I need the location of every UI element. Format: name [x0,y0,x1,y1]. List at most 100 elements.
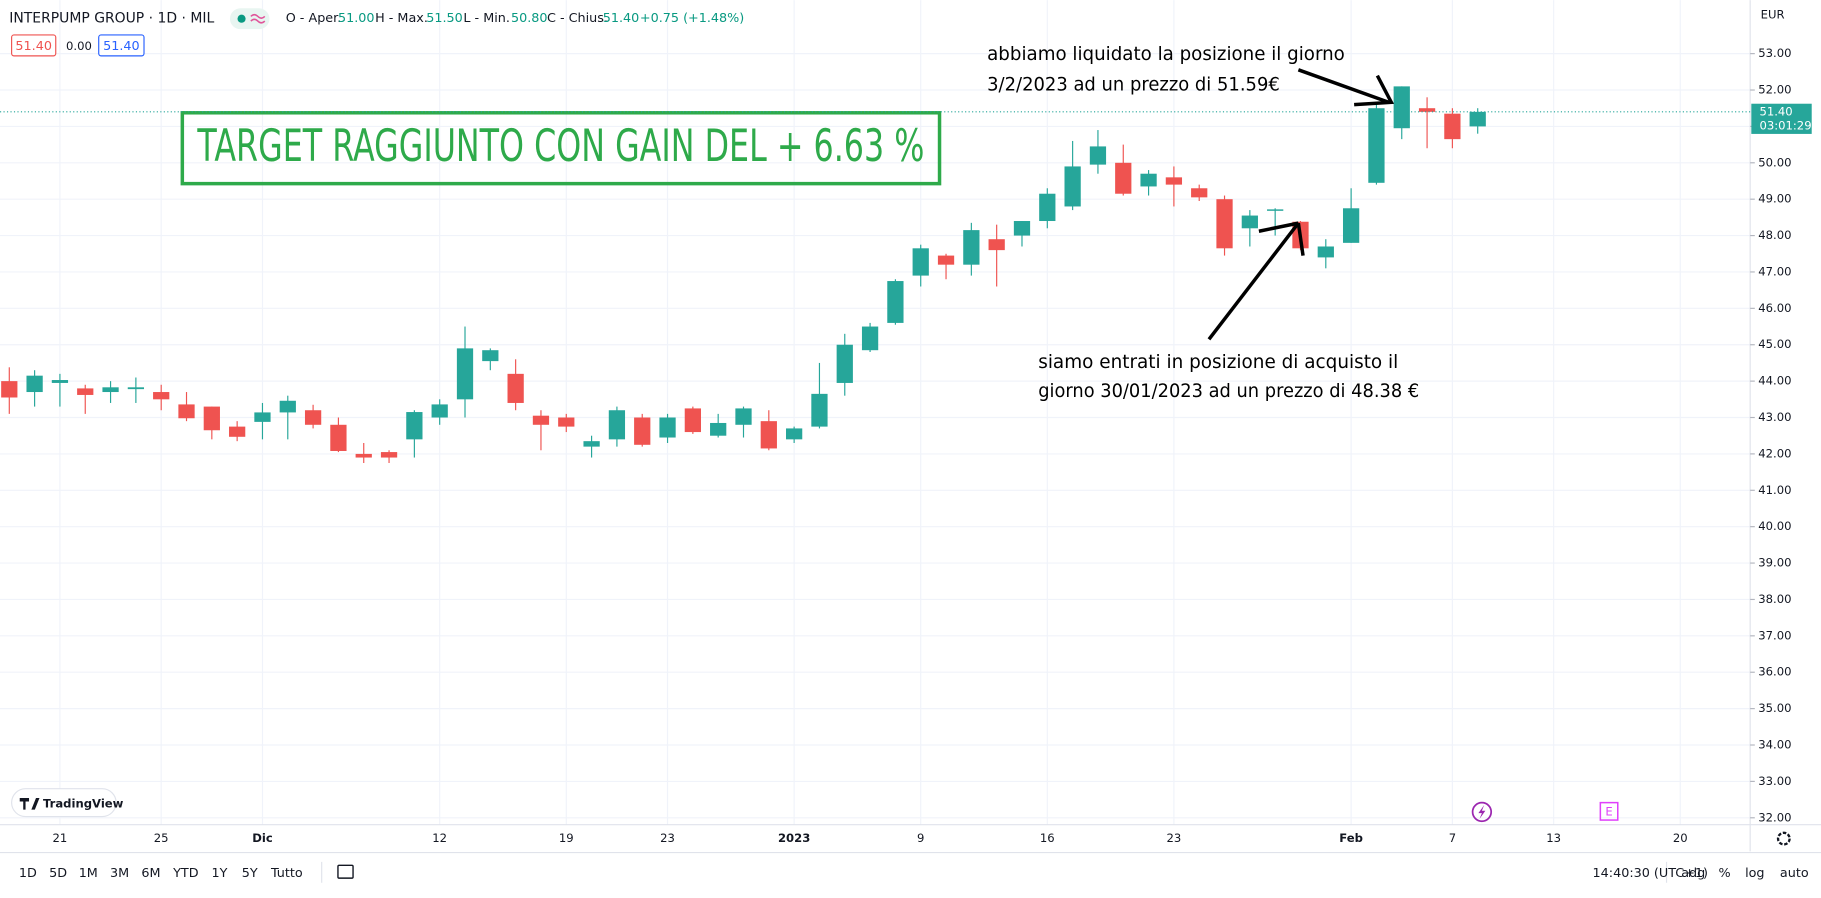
candle-body [102,387,119,393]
y-tick-label: 45.00 [1758,337,1791,351]
option-button[interactable]: auto [1780,866,1809,881]
candle-body [887,281,904,323]
candle-body [380,452,398,458]
candle-body [1216,199,1233,249]
x-tick-label: 20 [1673,831,1688,845]
exit-arrow [1297,68,1390,104]
candle-body [482,350,499,362]
ohlc-legend: O - Aper.51.00 H - Max.51.50 L - Min. 50.80… [286,11,640,26]
candle-body [1039,193,1056,222]
candle-body [760,421,777,449]
candle-body [304,410,322,425]
candle-body [735,408,752,425]
candle-body [153,392,170,400]
y-tick-label: 42.00 [1758,446,1791,460]
y-tick-label: 37.00 [1758,628,1791,642]
dividend-icon [1478,804,1486,819]
candle-body [988,239,1005,251]
candle-body [1241,215,1258,229]
range-button[interactable]: 5D [49,866,67,881]
candle-body [1444,113,1461,140]
clock: 14:40:30 (UTC+1) [1593,866,1708,881]
y-tick-label: 50.00 [1758,155,1791,169]
candle-body [507,373,524,403]
candle-body [1165,177,1183,185]
candle-body [1393,86,1410,129]
y-tick-label: 52.00 [1758,83,1791,97]
entry-note: giorno 30/01/2023 ad un prezzo di 48.38 … [1038,381,1419,402]
x-tick-label: 7 [1449,831,1456,845]
y-tick-label: 44.00 [1758,374,1791,388]
dividend-marker[interactable] [1471,801,1493,823]
candle-body [634,417,651,445]
range-button[interactable]: 3M [110,866,129,881]
range-button[interactable]: 5Y [242,866,258,881]
ohlc-value: 51.00 [338,11,375,26]
candle-body [1368,108,1385,183]
y-tick-label: 34.00 [1758,738,1791,752]
buy-box[interactable] [98,34,145,57]
candle-body [1418,108,1436,112]
candle-body [1115,162,1132,194]
candle-body [26,375,43,393]
toolbar: 1D 5D 1M 3M 6M YTD 1Y 5Y Tutto adg% log auto [19,866,1809,881]
candle-body [406,412,423,440]
settings-icon[interactable] [1776,831,1791,846]
buy-price[interactable]: 51.40 [103,39,140,54]
candle-body [1,381,18,398]
candle-body [1140,173,1157,187]
ohlc-label: C - Chius. [547,11,608,26]
candle-body [937,255,955,265]
x-tick-label: 25 [154,831,169,845]
symbol: INTERPUMP GROUP · 1D · MIL [9,11,214,27]
range-button[interactable]: Tutto [270,866,303,881]
change: +0.75 (+1.48%) [640,11,744,26]
compare-icon[interactable] [337,864,354,879]
option-button[interactable]: adg [1681,866,1705,881]
earnings-label[interactable]: E [1605,804,1612,818]
candle-body [355,453,372,458]
candle-body [583,441,600,447]
x-tick-label: 21 [53,831,68,845]
candle-body [77,388,94,395]
range-button[interactable]: 6M [141,866,160,881]
x-tick-label: 23 [660,831,675,845]
candle-body [861,326,879,351]
entry-note: siamo entrati in posizione di acquisto i… [1038,352,1398,373]
candle-body [127,387,145,390]
ohlc-value: 51.50 [426,11,463,26]
candle-body [1013,221,1031,236]
option-button[interactable]: % [1719,866,1731,881]
logo-text[interactable]: TradingView [43,796,124,810]
y-tick-label: 36.00 [1758,665,1791,679]
y-tick-label: 53.00 [1758,46,1791,60]
logo-mark [19,797,40,810]
currency[interactable]: EUR [1761,8,1785,22]
last-price-box [1751,103,1812,134]
y-tick-label: 35.00 [1758,701,1791,715]
candle-body [1267,209,1284,211]
option-button[interactable]: log [1745,866,1764,881]
range-button[interactable]: YTD [172,866,199,881]
earnings-marker[interactable] [1599,801,1619,821]
y-tick-label: 40.00 [1758,519,1791,533]
logo-badge[interactable] [11,788,117,818]
candle-body [710,422,727,436]
candle-body [178,404,195,419]
range-button[interactable]: 1D [19,866,37,881]
candle-body [684,408,701,433]
countdown: 03:01:29 [1759,118,1811,132]
sell-price[interactable]: 51.40 [15,39,52,54]
range-button[interactable]: 1M [79,866,98,881]
x-tick-label: 9 [917,831,924,845]
entry-arrow [1207,222,1300,341]
sell-box[interactable] [11,34,57,57]
x-tick-label: 19 [559,831,574,845]
target-text: TARGET RAGGIUNTO CON GAIN DEL + 6.63 % [197,121,925,172]
ohlc-label: O - Aper. [286,11,342,26]
candle-body [1469,111,1486,127]
x-tick-label: 16 [1040,831,1055,845]
range-button[interactable]: 1Y [212,866,228,881]
